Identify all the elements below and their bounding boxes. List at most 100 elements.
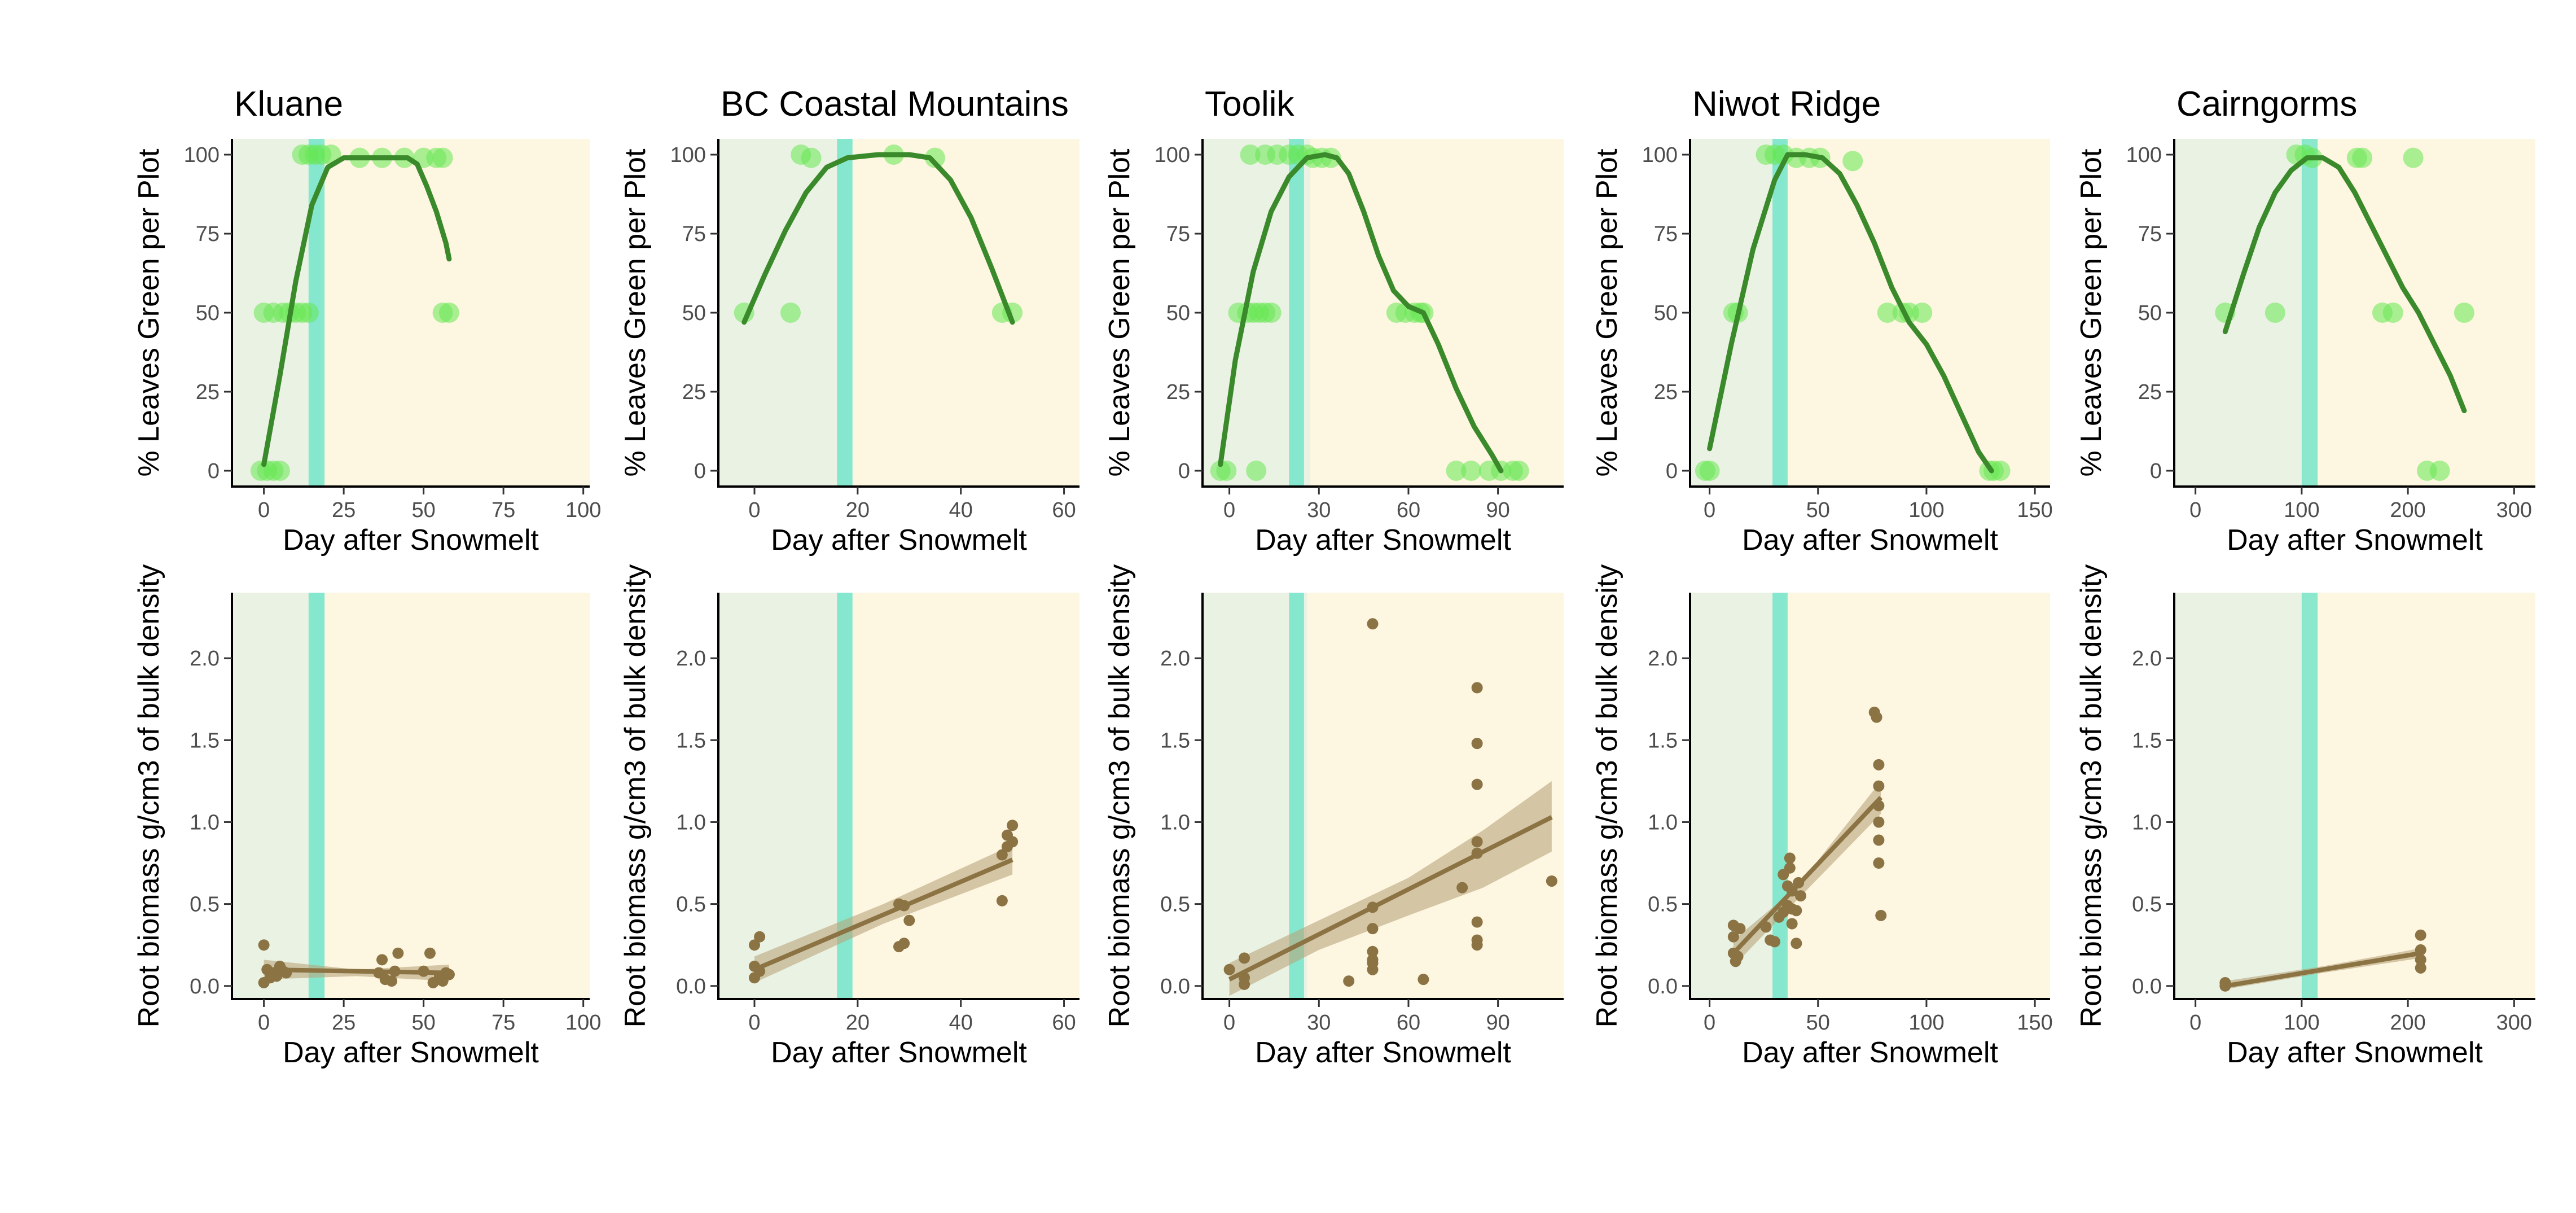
root-biomass-point (1239, 952, 1250, 964)
leaf-green-point (2454, 303, 2474, 323)
regression-line (753, 857, 1013, 972)
y-tick-label: 50 (196, 301, 220, 325)
leaf-green-point (432, 147, 453, 168)
root-biomass-point (1871, 711, 1882, 723)
y-tick-label: 0.5 (1160, 893, 1190, 917)
x-tick-label: 0 (1704, 1011, 1715, 1035)
x-axis-title: Day after Snowmelt (2227, 1036, 2483, 1069)
y-axis-title: % Leaves Green per Plot (133, 148, 165, 477)
root-biomass-point (1784, 862, 1796, 874)
y-tick-label: 75 (2138, 222, 2162, 246)
x-tick-label: 75 (491, 1011, 515, 1035)
y-axis-title: Root biomass g/cm3 of bulk density (1591, 564, 1623, 1028)
y-tick-label: 0 (1178, 459, 1190, 483)
y-tick-label: 25 (2138, 380, 2162, 404)
root-biomass-point (1873, 834, 1885, 846)
y-axis-title: % Leaves Green per Plot (1591, 148, 1623, 477)
root-panel-4: 0.0 0.5 1.0 1.5 2.0 0 50 100 150 Day after Snowme… (1591, 564, 2053, 1069)
y-tick-label: 1.0 (676, 811, 706, 834)
leaf-green-point (1842, 151, 1863, 172)
y-tick-label: 75 (196, 222, 220, 246)
y-tick-label: 2.0 (2132, 647, 2162, 671)
y-axis-title: Root biomass g/cm3 of bulk density (619, 564, 652, 1028)
x-tick-label: 300 (2496, 498, 2532, 522)
root-biomass-point (386, 975, 398, 987)
root-biomass-point (1727, 931, 1739, 943)
snowmelt-band (837, 139, 853, 487)
y-tick-label: 50 (2138, 301, 2162, 325)
x-tick-label: 50 (1806, 498, 1830, 522)
y-tick-label: 0.0 (2132, 975, 2162, 999)
panel-title: Cairngorms (2176, 85, 2357, 124)
root-biomass-point (1873, 759, 1885, 770)
x-tick-label: 200 (2390, 1011, 2425, 1035)
x-tick-label: 0 (258, 498, 270, 522)
snowmelt-band (2301, 593, 2318, 999)
x-tick-label: 0 (1223, 498, 1235, 522)
x-tick-label: 0 (748, 1011, 760, 1035)
root-biomass-point (1546, 875, 1557, 887)
leaf-green-point (1912, 303, 1933, 323)
root-biomass-point (754, 931, 766, 943)
x-tick-label: 30 (1307, 498, 1331, 522)
root-biomass-point (1784, 852, 1796, 864)
y-tick-label: 0 (694, 459, 706, 483)
regression-line (2224, 951, 2421, 988)
smooth-curve (1218, 152, 1504, 474)
y-tick-label: 2.0 (1648, 647, 1678, 671)
y-tick-label: 0.5 (1648, 893, 1678, 917)
y-tick-label: 1.0 (1160, 811, 1190, 834)
leaf-green-point (269, 461, 290, 481)
leaf-green-point (1508, 461, 1529, 481)
root-biomass-point (392, 947, 404, 959)
snowmelt-band (1289, 139, 1304, 487)
leaf-green-point (1990, 461, 2011, 481)
root-biomass-point (1007, 836, 1019, 848)
leaf-green-point (438, 303, 459, 323)
panel-title: Niwot Ridge (1692, 85, 1881, 124)
root-biomass-point (1367, 964, 1379, 975)
root-biomass-point (996, 895, 1008, 907)
x-tick-label: 50 (1806, 1011, 1830, 1035)
y-tick-label: 0 (2150, 459, 2162, 483)
x-tick-label: 100 (565, 498, 601, 522)
root-biomass-point (1367, 945, 1379, 957)
root-biomass-point (1768, 936, 1780, 948)
y-tick-label: 0.5 (190, 893, 220, 917)
x-axis-title: Day after Snowmelt (1255, 524, 1511, 557)
late-season-zone (324, 593, 590, 999)
x-tick-label: 20 (846, 1011, 870, 1035)
late-season-zone (1785, 593, 2050, 999)
leaf-green-point (780, 303, 801, 323)
confidence-ribbon (1229, 781, 1552, 996)
root-biomass-point (1786, 918, 1798, 930)
root-biomass-point (1471, 682, 1483, 694)
y-tick-label: 0 (208, 459, 220, 483)
leaf-green-point (1240, 144, 1261, 165)
x-tick-label: 0 (1704, 498, 1715, 522)
y-tick-label: 100 (1155, 143, 1190, 167)
x-tick-label: 0 (748, 498, 760, 522)
x-axis-title: Day after Snowmelt (1255, 1036, 1511, 1069)
root-biomass-point (898, 938, 910, 949)
root-biomass-point (1418, 974, 1429, 986)
leaf-green-point (1446, 461, 1467, 481)
leaf-green-point (2429, 461, 2450, 481)
leaf-panel-1: 0 25 50 75 100 0 25 50 75 100 Day after Snowmelt % … (133, 85, 601, 557)
root-biomass-point (1791, 938, 1802, 949)
panel-title: Kluane (234, 85, 343, 124)
root-biomass-point (1471, 836, 1483, 848)
y-tick-label: 25 (1166, 380, 1190, 404)
y-tick-label: 1.0 (1648, 811, 1678, 834)
y-axis-title: % Leaves Green per Plot (619, 148, 652, 477)
root-panel-2: 0.0 0.5 1.0 1.5 2.0 0 20 40 60 Day after Snowmelt… (619, 564, 1079, 1069)
y-tick-label: 2.0 (190, 647, 220, 671)
y-axis-title: % Leaves Green per Plot (2075, 148, 2108, 477)
leaf-green-point (1699, 461, 1720, 481)
x-tick-label: 300 (2496, 1011, 2532, 1035)
leaf-green-point (2352, 147, 2373, 168)
x-axis-title: Day after Snowmelt (1742, 1036, 1998, 1069)
